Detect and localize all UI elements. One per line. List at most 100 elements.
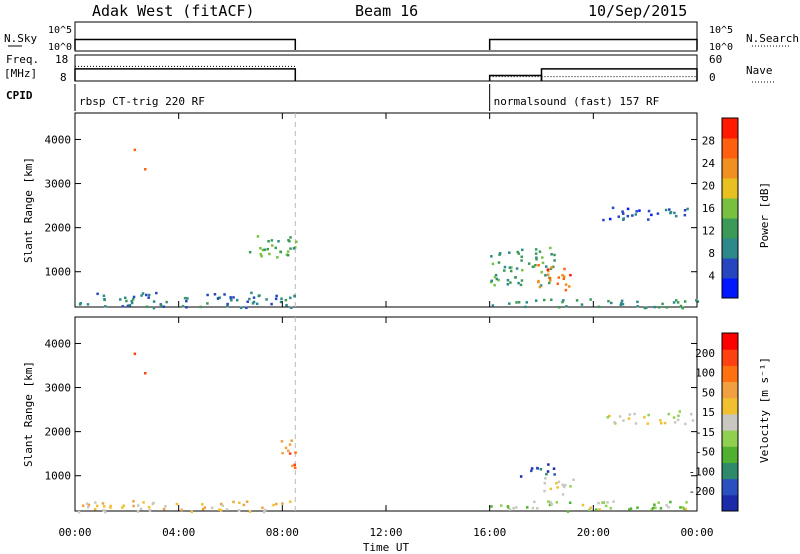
power-cell — [575, 299, 579, 302]
velocity-cell — [248, 510, 252, 513]
power-cell — [131, 298, 135, 301]
power-cell — [562, 277, 566, 281]
power-cell — [621, 210, 624, 213]
power-cbar-label: Power [dB] — [758, 182, 771, 248]
velocity-cell — [535, 466, 539, 470]
velocity-cell — [549, 487, 553, 491]
power-cell — [535, 256, 538, 259]
velocity-cell — [569, 485, 572, 488]
power-cell — [510, 266, 513, 269]
power-cell — [268, 252, 271, 256]
nsky-label: N.Sky — [4, 32, 37, 45]
power-cell — [246, 300, 249, 303]
velocity-colorbar-frame — [721, 332, 739, 512]
power-cell — [251, 302, 255, 305]
velocity-cell — [677, 414, 680, 418]
power-cell — [626, 214, 630, 218]
velocity-cell — [531, 506, 535, 510]
power-cell — [286, 253, 290, 257]
velocity-colorbar-swatch — [722, 413, 738, 431]
power-cell — [104, 305, 107, 308]
x-tick-label: 08:00 — [266, 526, 299, 539]
velocity-cell — [545, 472, 548, 476]
power-cell — [549, 246, 552, 250]
power-colorbar-tick-label: 20 — [702, 180, 715, 193]
velocity-cell — [506, 505, 510, 508]
power-cell — [230, 299, 233, 302]
power-cell — [265, 298, 268, 301]
velocity-cell — [634, 422, 638, 425]
velocity-cell — [530, 467, 534, 470]
power-cell — [493, 283, 496, 287]
power-cell — [653, 305, 656, 309]
velocity-cell — [606, 416, 610, 419]
power-cell — [123, 296, 127, 300]
velocity-cell — [261, 506, 264, 510]
nave-tick-top: 60 — [709, 53, 722, 66]
velocity-cell — [293, 463, 296, 467]
power-cell — [274, 297, 278, 301]
velocity-cell — [262, 510, 266, 514]
power-cell — [552, 265, 555, 269]
power-cell — [597, 305, 601, 309]
power-cell — [295, 240, 298, 244]
velocity-cell — [604, 504, 608, 508]
velocity-cell — [225, 508, 229, 511]
power-cell — [239, 306, 243, 310]
power-cell — [676, 301, 680, 304]
power-cell — [563, 267, 566, 271]
power-cell — [538, 285, 542, 289]
power-cell — [498, 253, 501, 256]
power-cell — [657, 306, 661, 309]
power-cell — [294, 246, 297, 249]
velocity-cell — [533, 500, 536, 504]
velocity-cell — [676, 418, 680, 422]
velocity-cell — [665, 503, 668, 507]
power-cell — [489, 280, 493, 284]
power-cell — [546, 268, 550, 271]
velocity-cell — [543, 481, 547, 485]
power-cell — [255, 302, 259, 306]
velocity-cell — [290, 439, 293, 442]
velocity-cell — [628, 508, 631, 511]
velocity-cell — [689, 412, 693, 416]
velocity-colorbar-tick-label: 50 — [702, 386, 715, 399]
power-cell — [674, 214, 678, 218]
power-cell — [226, 304, 229, 308]
power-cell — [538, 250, 542, 253]
velocity-cell — [535, 507, 539, 510]
velocity-cell — [142, 501, 145, 504]
velocity-cell — [515, 506, 518, 509]
velocity-cell — [653, 503, 656, 506]
nsearch-bottom-tick: 10^0 — [709, 42, 733, 53]
freq-unit: [MHz] — [4, 67, 37, 80]
power-cell — [490, 279, 494, 283]
velocity-cell — [147, 505, 151, 509]
power-cell — [145, 293, 148, 297]
power-cell — [206, 293, 209, 297]
velocity-cell — [672, 416, 676, 419]
velocity-cell — [562, 485, 566, 489]
power-cell — [611, 206, 615, 210]
power-cell — [621, 302, 625, 306]
power-cell — [542, 298, 546, 302]
velocity-cell — [201, 507, 205, 511]
velocity-cell — [646, 422, 650, 425]
power-cell — [515, 267, 519, 270]
power-cell — [250, 291, 253, 295]
power-cell — [130, 301, 134, 305]
velocity-cell — [659, 507, 663, 510]
velocity-cell — [650, 508, 654, 511]
nave-label: Nave — [746, 64, 773, 77]
velocity-cell — [221, 504, 224, 507]
velocity-cell — [667, 412, 671, 416]
nsearch-top-tick: 10^5 — [709, 25, 733, 36]
power-cell — [516, 250, 519, 254]
power-colorbar-swatch — [722, 118, 738, 139]
velocity-cell — [568, 501, 572, 505]
velocity-cell — [622, 419, 625, 422]
cpid-row: CPID rbsp CT-trig 220 RF normalsound (fas… — [6, 84, 659, 111]
x-tick-label: 00:00 — [58, 526, 91, 539]
power-cell — [527, 262, 531, 265]
power-cell — [561, 300, 564, 304]
